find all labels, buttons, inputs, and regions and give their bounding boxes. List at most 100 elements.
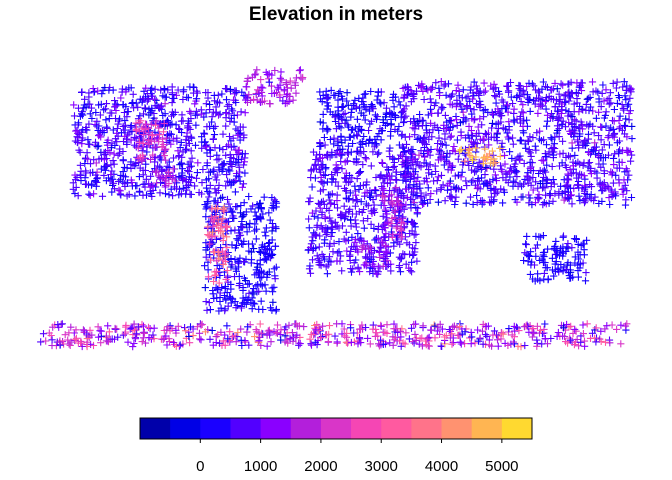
station-point bbox=[441, 80, 449, 88]
station-point bbox=[192, 107, 200, 115]
station-point bbox=[93, 178, 101, 187]
station-point bbox=[219, 146, 227, 154]
station-point bbox=[355, 169, 363, 177]
station-point bbox=[410, 320, 418, 329]
station-point bbox=[170, 94, 178, 102]
station-point bbox=[231, 87, 239, 95]
station-point bbox=[477, 101, 485, 109]
station-point bbox=[412, 230, 420, 238]
station-point bbox=[492, 159, 500, 167]
station-point bbox=[426, 105, 435, 113]
station-point bbox=[382, 230, 390, 238]
station-point bbox=[341, 332, 349, 340]
station-point bbox=[316, 118, 324, 126]
station-point bbox=[127, 176, 135, 184]
station-point bbox=[489, 176, 497, 184]
station-point bbox=[433, 327, 441, 335]
station-point bbox=[337, 212, 345, 220]
station-point bbox=[182, 186, 191, 194]
station-point bbox=[513, 94, 521, 102]
station-point bbox=[183, 132, 191, 140]
station-point bbox=[257, 98, 265, 106]
legend-color-box bbox=[230, 418, 262, 439]
station-point bbox=[430, 321, 438, 329]
station-point bbox=[231, 244, 239, 252]
station-point bbox=[610, 129, 619, 137]
station-point bbox=[268, 219, 276, 228]
station-point bbox=[554, 108, 562, 116]
station-point bbox=[417, 82, 425, 91]
station-point bbox=[419, 322, 427, 330]
station-point bbox=[316, 88, 324, 96]
station-point bbox=[223, 243, 231, 251]
station-point bbox=[392, 184, 400, 192]
station-points bbox=[37, 66, 636, 351]
station-point bbox=[466, 105, 475, 113]
station-point bbox=[243, 328, 251, 336]
station-point bbox=[356, 168, 365, 176]
station-point bbox=[344, 142, 352, 150]
station-point bbox=[169, 154, 178, 162]
station-point bbox=[371, 111, 379, 119]
station-point bbox=[605, 94, 613, 102]
station-point bbox=[333, 249, 341, 257]
station-point bbox=[209, 290, 217, 298]
station-point bbox=[402, 112, 410, 120]
station-point bbox=[141, 120, 150, 128]
station-point bbox=[124, 108, 132, 116]
station-point bbox=[265, 78, 273, 86]
station-point bbox=[425, 342, 433, 350]
station-point bbox=[210, 124, 218, 132]
station-point bbox=[84, 155, 92, 163]
station-point bbox=[378, 238, 386, 246]
station-point bbox=[162, 134, 170, 142]
station-point bbox=[244, 323, 252, 331]
station-point bbox=[581, 277, 590, 285]
station-point bbox=[470, 78, 478, 86]
station-point bbox=[367, 189, 376, 197]
station-point bbox=[261, 228, 269, 236]
station-point bbox=[597, 154, 605, 162]
station-point bbox=[402, 153, 410, 161]
station-point bbox=[244, 280, 252, 288]
station-point bbox=[156, 120, 164, 128]
station-point bbox=[610, 117, 618, 125]
station-point bbox=[97, 100, 105, 108]
station-point bbox=[356, 335, 364, 343]
legend-color-box bbox=[170, 418, 201, 439]
station-point bbox=[478, 327, 487, 335]
station-point bbox=[217, 194, 225, 202]
station-point bbox=[108, 335, 116, 343]
station-point bbox=[127, 122, 135, 130]
station-point bbox=[490, 197, 498, 205]
station-point bbox=[313, 151, 321, 159]
station-point bbox=[547, 183, 555, 191]
station-point bbox=[410, 181, 418, 189]
station-point bbox=[475, 90, 483, 98]
station-point bbox=[92, 159, 100, 167]
station-point bbox=[113, 124, 121, 133]
station-point bbox=[447, 192, 455, 200]
station-point bbox=[179, 177, 187, 185]
station-point bbox=[481, 171, 489, 179]
station-point bbox=[353, 197, 361, 205]
station-point bbox=[612, 171, 620, 179]
station-point bbox=[212, 189, 220, 197]
station-point bbox=[446, 150, 454, 158]
station-point bbox=[448, 90, 457, 98]
station-point bbox=[428, 170, 436, 178]
station-point bbox=[219, 165, 227, 173]
station-point bbox=[235, 130, 243, 138]
station-point bbox=[316, 204, 324, 212]
station-point bbox=[472, 153, 480, 161]
station-point bbox=[480, 88, 488, 96]
station-point bbox=[437, 171, 446, 179]
station-point bbox=[247, 259, 255, 267]
station-point bbox=[205, 299, 213, 307]
station-point bbox=[259, 210, 267, 218]
station-point bbox=[493, 137, 501, 145]
station-point bbox=[416, 335, 424, 343]
station-point bbox=[74, 138, 82, 147]
station-point bbox=[203, 123, 211, 131]
station-point bbox=[492, 174, 500, 182]
